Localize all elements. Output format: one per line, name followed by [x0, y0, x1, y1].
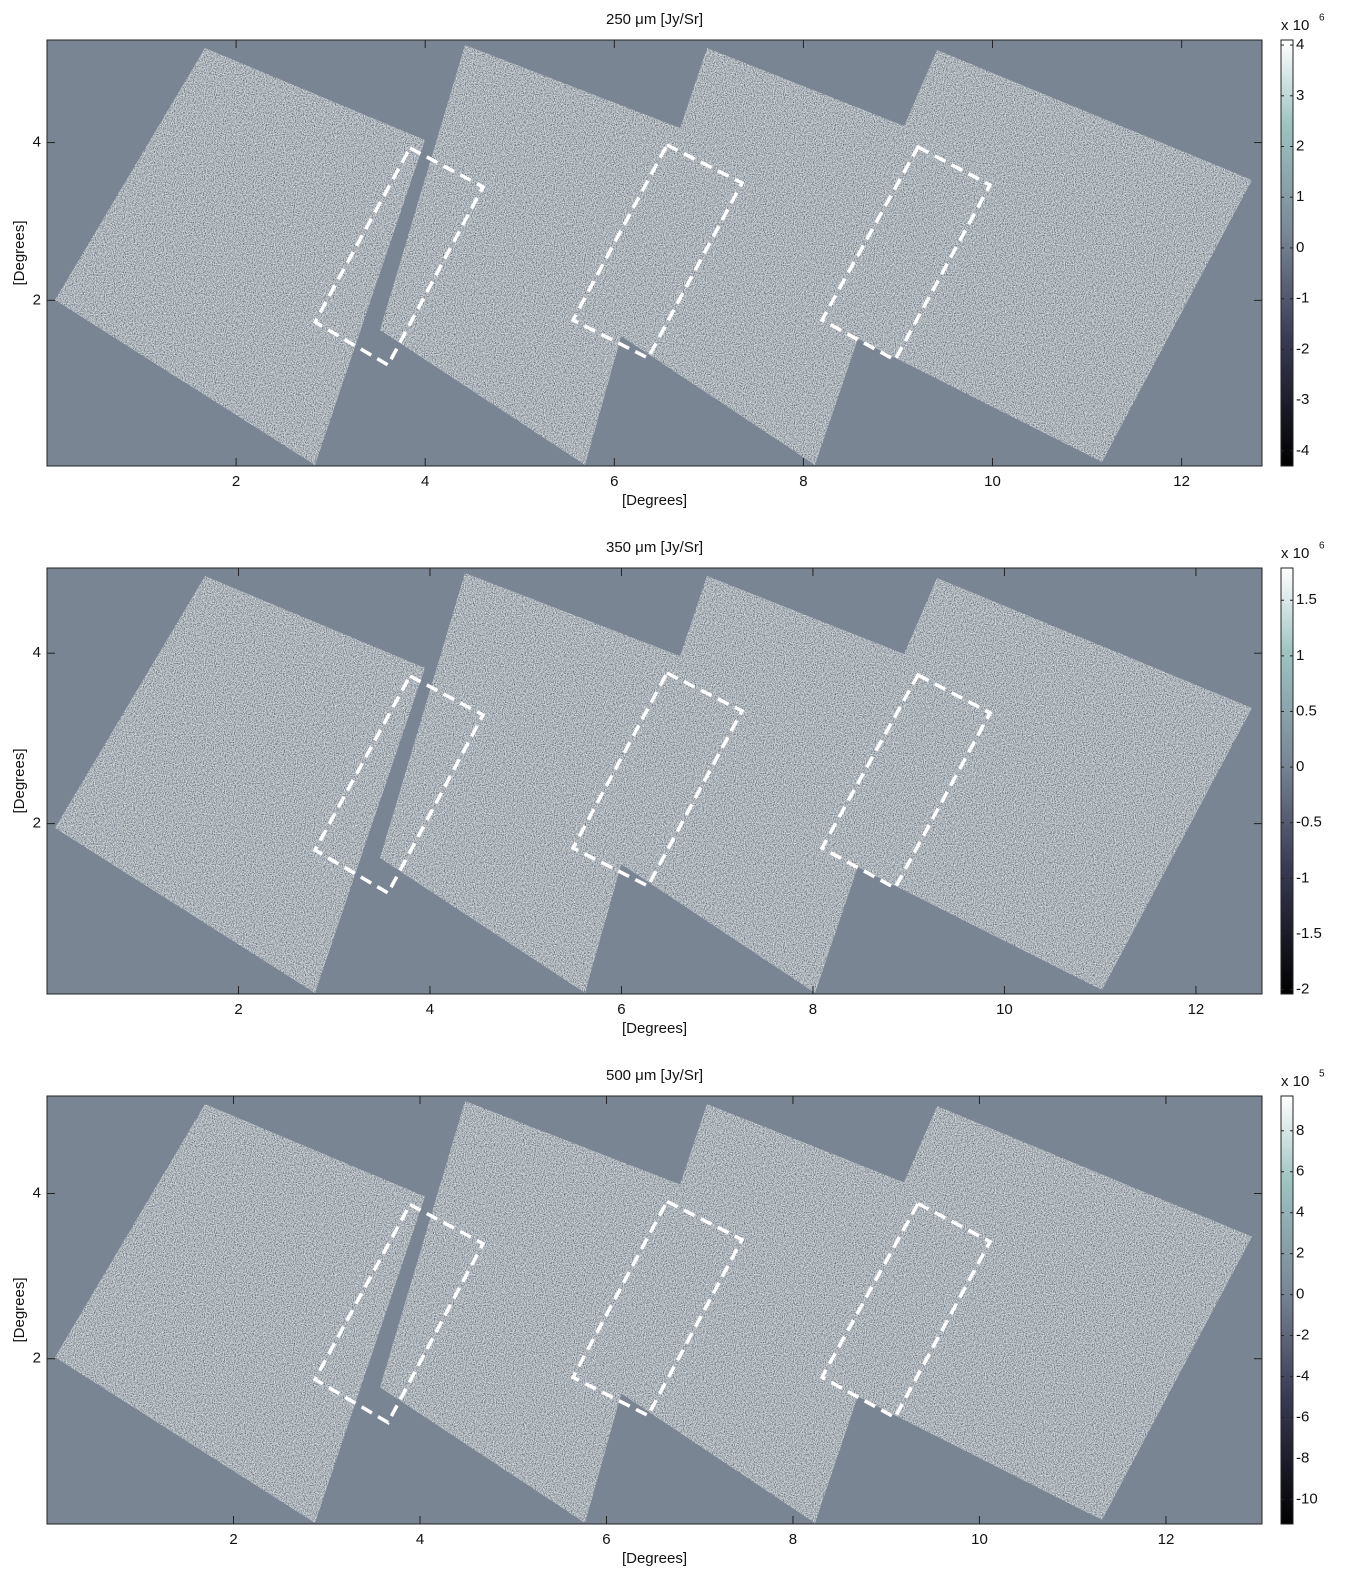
- colorbar: [1281, 40, 1293, 466]
- colorbar-multiplier: x 10: [1281, 545, 1309, 562]
- x-tick-label: 8: [789, 1531, 797, 1548]
- colorbar-tick-label: -6: [1296, 1408, 1309, 1425]
- colorbar-tick-label: 4: [1296, 1204, 1304, 1221]
- colorbar-exponent: 5: [1319, 1069, 1325, 1080]
- colorbar-tick-label: -0.5: [1296, 814, 1322, 831]
- colorbar-tick-label: 1: [1296, 647, 1304, 664]
- x-tick-label: 8: [809, 1001, 817, 1018]
- x-tick-label: 10: [971, 1531, 988, 1548]
- colorbar-tick-label: -1.5: [1296, 925, 1322, 942]
- colorbar-tick-label: 0: [1296, 239, 1304, 256]
- y-tick-label: 4: [33, 1184, 41, 1201]
- x-tick-label: 12: [1188, 1001, 1205, 1018]
- y-tick-label: 2: [33, 291, 41, 308]
- y-tick-label: 2: [33, 815, 41, 832]
- y-tick-label: 4: [33, 134, 41, 151]
- colorbar-tick-label: 1.5: [1296, 591, 1317, 608]
- colorbar-tick-label: -1: [1296, 869, 1309, 886]
- y-axis-label: [Degrees]: [11, 748, 28, 813]
- colorbar: [1281, 568, 1293, 994]
- x-tick-label: 12: [1173, 473, 1190, 490]
- colorbar-tick-label: 2: [1296, 137, 1304, 154]
- x-tick-label: 10: [996, 1001, 1013, 1018]
- y-tick-label: 4: [33, 644, 41, 661]
- panel-title: 250 μm [Jy/Sr]: [606, 11, 703, 28]
- y-tick-label: 2: [33, 1350, 41, 1367]
- y-axis-label: [Degrees]: [11, 1277, 28, 1342]
- x-tick-label: 4: [416, 1531, 424, 1548]
- colorbar-tick-label: 1: [1296, 188, 1304, 205]
- colorbar-tick-label: 8: [1296, 1122, 1304, 1139]
- panel-title: 500 μm [Jy/Sr]: [606, 1067, 703, 1084]
- colorbar-tick-label: -4: [1296, 442, 1309, 459]
- x-tick-label: 4: [426, 1001, 434, 1018]
- colorbar-tick-label: -2: [1296, 1327, 1309, 1344]
- colorbar-tick-label: 0.5: [1296, 702, 1317, 719]
- colorbar-tick-label: 4: [1296, 36, 1304, 53]
- x-tick-label: 6: [610, 473, 618, 490]
- colorbar-tick-label: -1: [1296, 290, 1309, 307]
- panel: 500 μm [Jy/Sr] 2 4 6 8 10 12 2 4 [Degrees] [Degree…: [11, 1067, 1325, 1567]
- colorbar-tick-label: -10: [1296, 1490, 1318, 1507]
- x-tick-label: 8: [799, 473, 807, 490]
- colorbar-exponent: 6: [1319, 541, 1325, 552]
- x-tick-label: 2: [229, 1531, 237, 1548]
- colorbar-tick-label: 0: [1296, 758, 1304, 775]
- colorbar-tick-label: 6: [1296, 1163, 1304, 1180]
- figure: 250 μm [Jy/Sr]2468101224[Degrees][Degree…: [0, 0, 1368, 1575]
- colorbar-exponent: 6: [1319, 13, 1325, 24]
- colorbar-tick-label: 2: [1296, 1245, 1304, 1262]
- panel-title: 350 μm [Jy/Sr]: [606, 539, 703, 556]
- colorbar-multiplier: x 10: [1281, 1073, 1309, 1090]
- colorbar-tick-label: -8: [1296, 1449, 1309, 1466]
- x-tick-label: 2: [232, 473, 240, 490]
- x-tick-label: 6: [617, 1001, 625, 1018]
- x-axis-label: [Degrees]: [622, 1020, 687, 1037]
- colorbar-multiplier: x 10: [1281, 17, 1309, 34]
- colorbar-tick-label: 3: [1296, 87, 1304, 104]
- y-axis-label: [Degrees]: [11, 220, 28, 285]
- x-tick-label: 10: [984, 473, 1001, 490]
- x-axis-label: [Degrees]: [622, 1550, 687, 1567]
- colorbar-tick-label: -2: [1296, 981, 1309, 998]
- x-axis-label: [Degrees]: [622, 492, 687, 509]
- colorbar-tick-label: 0: [1296, 1286, 1304, 1303]
- x-tick-label: 4: [421, 473, 429, 490]
- colorbar-tick-label: -3: [1296, 391, 1309, 408]
- colorbar: [1281, 1096, 1293, 1524]
- colorbar-tick-label: -4: [1296, 1368, 1309, 1385]
- page: 250 μm [Jy/Sr]2468101224[Degrees][Degree…: [0, 0, 1368, 1580]
- x-tick-label: 2: [234, 1001, 242, 1018]
- x-tick-label: 12: [1158, 1531, 1175, 1548]
- x-tick-label: 6: [602, 1531, 610, 1548]
- colorbar-tick-label: -2: [1296, 340, 1309, 357]
